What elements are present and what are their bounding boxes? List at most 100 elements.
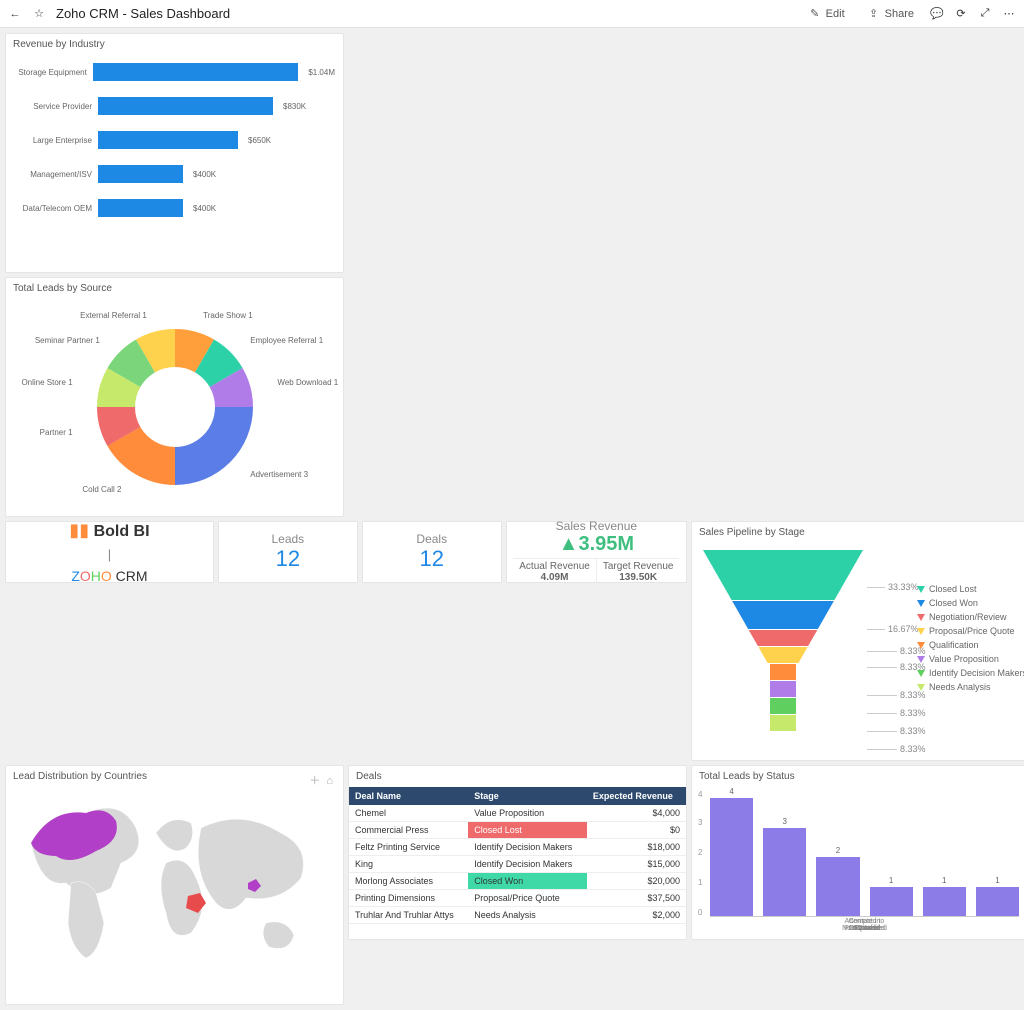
legend-swatch-icon — [917, 684, 925, 691]
status-bars: 4 Contact in Future 3 Attempted to Conta… — [710, 797, 1019, 917]
revenue-kpi: Sales Revenue ▲3.95M Actual Revenue4.09M… — [506, 521, 687, 583]
table-row[interactable]: Truhlar And Truhlar Attys Needs Analysis… — [349, 907, 686, 924]
status-card: Total Leads by Status 01234 4 Contact in… — [691, 765, 1024, 940]
status-bar-group: 3 Attempted to Contact — [763, 817, 806, 917]
deal-stage: Proposal/Price Quote — [468, 890, 587, 907]
legend-swatch-icon — [917, 670, 925, 677]
deals-table: Deal NameStageExpected Revenue Chemel Va… — [349, 787, 686, 924]
legend-swatch-icon — [917, 600, 925, 607]
target-rev-label: Target Revenue — [603, 561, 674, 572]
donut-label: Online Store 1 — [21, 378, 72, 387]
table-row[interactable]: Printing Dimensions Proposal/Price Quote… — [349, 890, 686, 907]
legend-label: Negotiation/Review — [929, 610, 1007, 624]
map-card: Lead Distribution by Countries ＋ ⌂ — [5, 765, 344, 1005]
industry-bar — [98, 131, 238, 149]
status-bar-label: Pre-Qualified — [840, 925, 890, 932]
donut-card: Total Leads by Source Trade Show 1 Employ… — [5, 277, 344, 517]
industry-bar — [98, 165, 183, 183]
deal-name: King — [349, 856, 468, 873]
legend-swatch-icon — [917, 586, 925, 593]
donut-label: Trade Show 1 — [203, 311, 253, 320]
comment-icon[interactable]: 💬 — [930, 7, 944, 21]
map-home-icon[interactable]: ⌂ — [326, 775, 333, 787]
legend-swatch-icon — [917, 614, 925, 621]
status-bar-group: 4 Contact in Future — [710, 787, 753, 916]
edit-button[interactable]: ✎Edit — [802, 4, 851, 24]
donut-chart — [75, 307, 275, 507]
donut-title: Total Leads by Source — [6, 278, 343, 299]
table-row[interactable]: Commercial Press Closed Lost $0 — [349, 822, 686, 839]
map-title: Lead Distribution by Countries — [6, 766, 343, 787]
industry-card: Revenue by Industry Storage Equipment $1… — [5, 33, 344, 273]
funnel-card: Sales Pipeline by Stage 33.33%16.67%8.33… — [691, 521, 1024, 761]
industry-label: Service Provider — [14, 102, 92, 111]
star-icon[interactable]: ☆ — [32, 7, 46, 21]
deal-name: Commercial Press — [349, 822, 468, 839]
status-bar-value: 1 — [942, 876, 946, 885]
deals-card: Deals Deal NameStageExpected Revenue Che… — [348, 765, 687, 940]
deal-revenue: $20,000 — [587, 873, 686, 890]
donut-label: External Referral 1 — [80, 311, 147, 320]
funnel-title: Sales Pipeline by Stage — [692, 522, 1024, 543]
fullscreen-icon[interactable]: ⤢ — [978, 7, 992, 21]
share-button[interactable]: ⇪Share — [861, 4, 920, 24]
industry-label: Management/ISV — [14, 170, 92, 179]
deal-stage: Needs Analysis — [468, 907, 587, 924]
table-header[interactable]: Stage — [468, 787, 587, 805]
revenue-label: Sales Revenue — [556, 519, 637, 533]
legend-label: Value Proposition — [929, 652, 999, 666]
industry-bar — [98, 97, 273, 115]
refresh-icon[interactable]: ⟳ — [954, 7, 968, 21]
table-row[interactable]: Feltz Printing Service Identify Decision… — [349, 839, 686, 856]
legend-item: Negotiation/Review — [917, 610, 1024, 624]
status-bar-group: 2 Contacted — [816, 846, 859, 916]
table-row[interactable]: Chemel Value Proposition $4,000 — [349, 805, 686, 822]
legend-label: Identify Decision Makers — [929, 666, 1024, 680]
funnel-legend: Closed LostClosed WonNegotiation/ReviewP… — [917, 582, 1024, 694]
table-row[interactable]: Morlong Associates Closed Won $20,000 — [349, 873, 686, 890]
deal-name: Truhlar And Truhlar Attys — [349, 907, 468, 924]
map-zoom-in-icon[interactable]: ＋ — [309, 775, 320, 787]
donut-label: Seminar Partner 1 — [35, 336, 100, 345]
donut-label: Employee Referral 1 — [250, 336, 323, 345]
deal-name: Feltz Printing Service — [349, 839, 468, 856]
status-bar — [870, 887, 913, 917]
deal-name: Morlong Associates — [349, 873, 468, 890]
logo-card: ▮▮ Bold BI | ZOHO CRM — [5, 521, 214, 583]
deal-name: Printing Dimensions — [349, 890, 468, 907]
funnel-segment — [770, 664, 796, 680]
legend-item: Qualification — [917, 638, 1024, 652]
zoho-logo: CRM — [116, 568, 148, 584]
industry-row: Large Enterprise $650K — [6, 123, 343, 157]
table-header[interactable]: Expected Revenue — [587, 787, 686, 805]
industry-label: Data/Telecom OEM — [14, 204, 92, 213]
table-header[interactable]: Deal Name — [349, 787, 468, 805]
donut-label: Web Download 1 — [277, 378, 338, 387]
donut-slice — [175, 407, 253, 485]
table-row[interactable]: King Identify Decision Makers $15,000 — [349, 856, 686, 873]
industry-title: Revenue by Industry — [6, 34, 343, 55]
status-bar-value: 3 — [783, 817, 787, 826]
more-icon[interactable]: ⋯ — [1002, 7, 1016, 21]
industry-row: Service Provider $830K — [6, 89, 343, 123]
industry-row: Data/Telecom OEM $400K — [6, 191, 343, 225]
status-bar-group: 1 Pre-Qualified — [976, 876, 1019, 917]
deal-name: Chemel — [349, 805, 468, 822]
share-icon: ⇪ — [867, 7, 881, 21]
industry-bars: Storage Equipment $1.04M Service Provide… — [6, 55, 343, 225]
page-title: Zoho CRM - Sales Dashboard — [56, 6, 230, 21]
pencil-icon: ✎ — [808, 7, 822, 21]
industry-bar — [98, 199, 183, 217]
leads-kpi: Leads 12 — [218, 521, 358, 583]
status-bar-value: 4 — [729, 787, 733, 796]
legend-swatch-icon — [917, 628, 925, 635]
deal-revenue: $4,000 — [587, 805, 686, 822]
status-bar — [923, 887, 966, 917]
legend-item: Value Proposition — [917, 652, 1024, 666]
legend-label: Closed Won — [929, 596, 978, 610]
leads-label: Leads — [271, 532, 304, 546]
status-title: Total Leads by Status — [692, 766, 1024, 787]
deals-value: 12 — [420, 546, 444, 572]
funnel-segment — [703, 550, 863, 600]
back-icon[interactable]: ← — [8, 7, 22, 21]
